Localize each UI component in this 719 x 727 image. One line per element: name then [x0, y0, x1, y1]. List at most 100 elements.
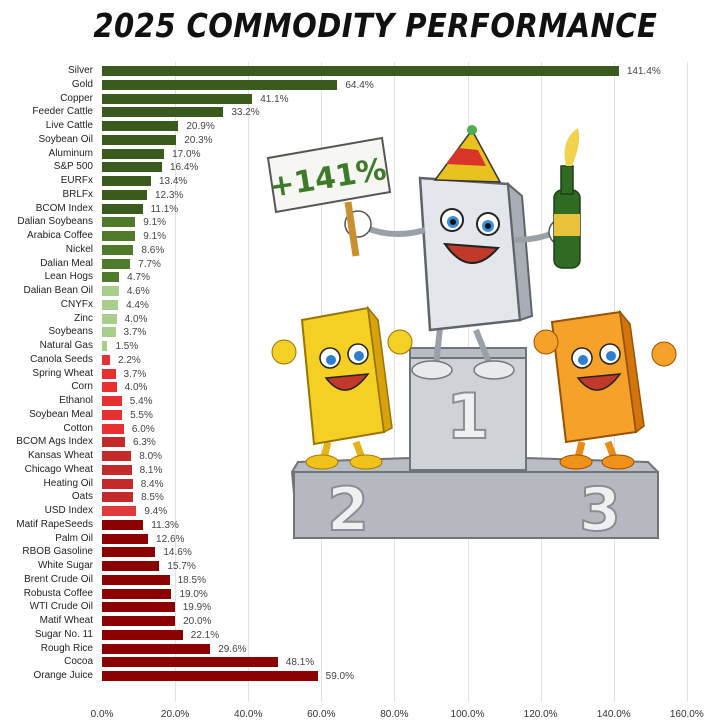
bar-row: Kansas Wheat 8.0%: [0, 449, 719, 463]
category-label: BCOM Index: [35, 202, 93, 214]
bar-row: Natural Gas 1.5%: [0, 339, 719, 353]
category-label: Kansas Wheat: [27, 450, 93, 461]
bar: [102, 602, 175, 613]
category-label: Orange Juice: [33, 670, 93, 681]
bar: [102, 217, 136, 228]
value-label: 9.1%: [143, 217, 167, 229]
bar-row: Heating Oil 8.4%: [0, 477, 719, 491]
bar: [102, 451, 132, 461]
value-label: 9.1%: [143, 231, 167, 242]
value-label: 7.7%: [138, 258, 161, 270]
bar: [102, 409, 123, 420]
bar: [102, 561, 160, 571]
bar: [102, 506, 137, 516]
bar: [102, 341, 108, 351]
podium: 1 2 3: [290, 347, 659, 546]
bar-row: Matif Wheat 20.0%: [0, 614, 719, 628]
category-label: Silver: [67, 65, 93, 76]
category-label: Soybean Oil: [38, 133, 93, 145]
bar: [102, 299, 119, 310]
bar-row: Ethanol 5.4%: [0, 394, 719, 408]
bar: [102, 643, 211, 654]
category-label: EURFx: [60, 175, 93, 186]
value-label: 8.0%: [139, 451, 163, 462]
category-label: Aluminum: [48, 147, 93, 159]
category-label: CNYFx: [60, 298, 93, 310]
value-label: 3.7%: [123, 368, 147, 380]
bar: [102, 616, 176, 626]
x-axis-tick: 140.0%: [596, 709, 631, 720]
bar-row: Spring Wheat 3.7%: [0, 367, 719, 381]
bar-row: Lean Hogs 4.7%: [0, 270, 719, 284]
bar-row: Sugar No. 11 22.1%: [0, 628, 719, 642]
bar-row: RBOB Gasoline 14.6%: [0, 545, 719, 559]
bar: [102, 671, 318, 681]
bar-row: Arabica Coffee 9.1%: [0, 229, 719, 243]
category-label: RBOB Gasoline: [22, 546, 93, 558]
bar: [102, 272, 120, 283]
category-label: Copper: [60, 92, 93, 104]
category-label: Brent Crude Oil: [24, 573, 93, 585]
bar: [102, 66, 619, 76]
category-label: Matif RapeSeeds: [16, 518, 93, 530]
bar-row: WTI Crude Oil 19.9%: [0, 600, 719, 614]
bar-row: Rough Rice 29.6%: [0, 642, 719, 656]
value-label: 19.0%: [179, 588, 208, 600]
category-label: BRLFx: [62, 188, 93, 200]
category-label: Natural Gas: [39, 340, 93, 351]
value-label: 8.5%: [141, 492, 164, 504]
x-axis-tick: 80.0%: [380, 709, 409, 720]
bar-row: Chicago Wheat 8.1%: [0, 463, 719, 477]
gridline: [394, 62, 396, 702]
value-label: 4.6%: [126, 286, 150, 297]
bar: [102, 134, 177, 145]
bar-row: S&P 500 16.4%: [0, 160, 719, 174]
bar-row: Nickel 8.6%: [0, 243, 719, 257]
category-label: Dalian Meal: [40, 257, 93, 269]
category-label: Oats: [71, 491, 93, 503]
chart-title: 2025 COMMODITY PERFORMANCE: [93, 6, 658, 45]
value-label: 9.4%: [144, 506, 168, 517]
x-axis-tick: 0.0%: [90, 709, 114, 720]
podium-label-2: 2: [327, 475, 369, 545]
bar-row: Dalian Soybeans 9.1%: [0, 215, 719, 229]
bar: [102, 189, 147, 200]
bar: [102, 162, 162, 173]
bar: [102, 258, 131, 269]
bar: [102, 121, 179, 131]
value-label: 48.1%: [285, 657, 315, 669]
value-label: 14.6%: [163, 547, 192, 559]
value-label: 141.4%: [626, 66, 661, 77]
value-label: 6.0%: [131, 423, 155, 435]
bar-row: Matif RapeSeeds 11.3%: [0, 518, 719, 532]
bar: [102, 107, 224, 118]
bar: [102, 478, 133, 489]
category-label: Dalian Bean Oil: [23, 285, 93, 296]
value-label: 3.7%: [123, 327, 147, 339]
bar-row: Orange Juice 59.0%: [0, 669, 719, 683]
category-label: WTI Crude Oil: [29, 601, 93, 613]
value-label: 11.1%: [150, 203, 179, 215]
value-label: 13.4%: [158, 176, 188, 187]
bar-row: CNYFx 4.4%: [0, 298, 719, 312]
category-label: Heating Oil: [43, 477, 93, 489]
category-label: Feeder Cattle: [32, 106, 93, 118]
category-label: Chicago Wheat: [24, 463, 93, 475]
category-label: Palm Oil: [55, 532, 93, 544]
category-label: Canola Seeds: [30, 353, 93, 365]
bar: [102, 327, 116, 338]
bar-row: Cocoa 48.1%: [0, 655, 719, 669]
bar-row: Oats 8.5%: [0, 490, 719, 504]
category-label: Zinc: [74, 312, 93, 324]
bar-row: EURFx 13.4%: [0, 174, 719, 188]
category-label: Rough Rice: [40, 642, 93, 654]
x-axis-tick: 100.0%: [450, 709, 485, 720]
value-label: 4.7%: [127, 272, 150, 284]
bar-row: Soybean Meal 5.5%: [0, 408, 719, 422]
bar: [102, 286, 119, 296]
category-label: Soybeans: [48, 326, 93, 338]
value-label: 20.0%: [183, 616, 212, 627]
bar-row: Cotton 6.0%: [0, 422, 719, 436]
bar: [102, 657, 278, 668]
